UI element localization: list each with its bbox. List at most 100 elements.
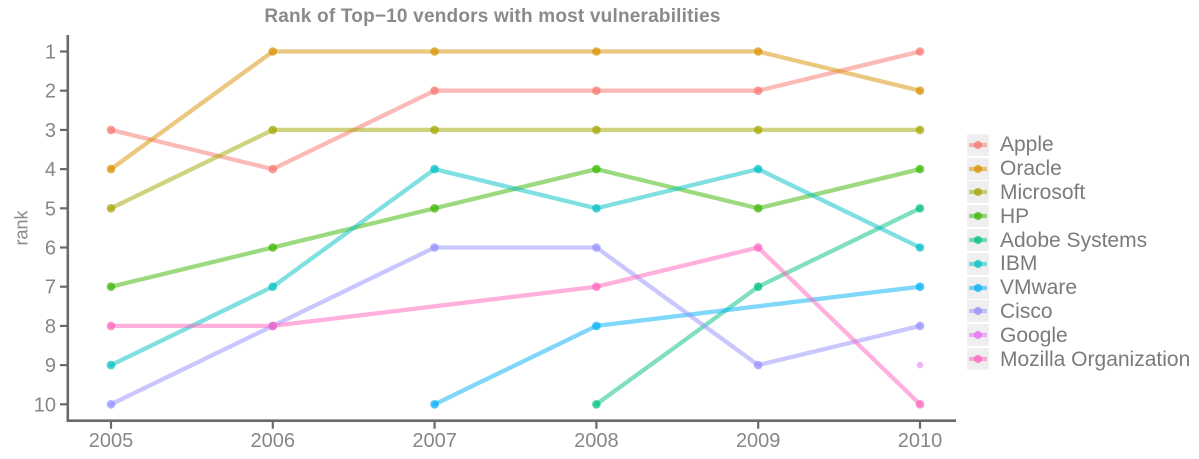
data-point xyxy=(592,47,601,56)
series-line-apple xyxy=(108,49,923,172)
data-point xyxy=(753,164,763,174)
data-point xyxy=(430,47,439,56)
x-tick-label: 2006 xyxy=(251,430,296,452)
data-point xyxy=(268,164,278,174)
data-point xyxy=(753,47,763,56)
data-point xyxy=(268,282,278,292)
data-point xyxy=(106,400,116,409)
y-tick-label: 7 xyxy=(45,277,56,299)
data-point xyxy=(915,204,925,213)
series-points-cisco xyxy=(106,243,925,409)
legend-key-icon xyxy=(967,276,989,299)
series-points-microsoft xyxy=(106,125,925,213)
data-point xyxy=(915,86,925,95)
data-point xyxy=(753,204,763,213)
legend-key-icon xyxy=(967,205,989,228)
legend-label: HP xyxy=(1000,204,1030,228)
legend-label: Adobe Systems xyxy=(1000,228,1148,252)
data-point xyxy=(430,204,439,213)
data-point xyxy=(106,125,116,135)
legend-item-microsoft: Microsoft xyxy=(967,181,1190,205)
data-point xyxy=(268,321,278,331)
series-points-google xyxy=(916,361,924,369)
legend-item-hp: HP xyxy=(967,204,1190,228)
data-point xyxy=(592,204,601,213)
legend-key-icon xyxy=(967,300,989,323)
series-points-vmware xyxy=(430,282,925,409)
legend-label: IBM xyxy=(1000,252,1038,276)
data-point xyxy=(592,282,601,292)
x-axis-ticks: 2005 2006 2007 2008 2009 2010 xyxy=(89,420,943,452)
legend-item-cisco: Cisco xyxy=(967,300,1190,324)
series-line-mozilla-organization xyxy=(108,245,923,407)
series-lines xyxy=(108,49,923,407)
legend-key-icon xyxy=(967,133,989,156)
x-tick-label: 2009 xyxy=(736,430,781,452)
legend-item-apple: Apple xyxy=(967,133,1190,157)
y-tick-label: 3 xyxy=(45,120,56,142)
series-line-microsoft xyxy=(108,127,923,211)
data-point xyxy=(915,400,925,409)
x-tick-label: 2007 xyxy=(412,430,457,452)
data-point xyxy=(916,361,924,369)
data-point xyxy=(430,125,439,135)
data-point xyxy=(592,125,601,135)
series-line-ibm xyxy=(108,166,923,368)
legend-label: Google xyxy=(1000,323,1068,347)
data-point xyxy=(592,164,601,174)
legend-item-google: Google xyxy=(967,323,1190,347)
legend-item-mozilla-organization: Mozilla Organization xyxy=(967,347,1190,371)
data-point xyxy=(592,400,601,409)
data-point xyxy=(268,47,278,56)
legend: Apple Oracle Microsoft HP Adobe Systems IBM VM… xyxy=(967,133,1190,371)
series-line-oracle xyxy=(108,49,923,172)
data-point xyxy=(592,321,601,331)
legend-key-icon xyxy=(967,157,989,180)
data-point xyxy=(106,164,116,174)
legend-key-icon xyxy=(967,252,989,275)
x-tick-label: 2010 xyxy=(898,430,943,452)
series-points-hp xyxy=(106,164,925,292)
data-point xyxy=(915,125,925,135)
data-point xyxy=(753,243,763,252)
data-point xyxy=(268,125,278,135)
data-point xyxy=(915,321,925,331)
data-point xyxy=(915,282,925,292)
legend-item-oracle: Oracle xyxy=(967,157,1190,181)
data-point xyxy=(753,86,763,95)
data-point xyxy=(106,204,116,213)
y-axis-ticks: 1 2 3 4 5 6 7 8 9 10 xyxy=(34,42,68,416)
axes xyxy=(66,35,956,423)
legend-label: Cisco xyxy=(1000,299,1053,323)
x-tick-label: 2008 xyxy=(574,430,619,452)
legend-key-icon xyxy=(967,324,989,347)
y-tick-label: 6 xyxy=(45,238,56,260)
data-point xyxy=(106,282,116,292)
y-tick-label: 4 xyxy=(45,159,56,181)
series-points xyxy=(106,47,925,409)
y-tick-label: 8 xyxy=(45,316,56,338)
legend-item-adobe-systems: Adobe Systems xyxy=(967,228,1190,252)
data-point xyxy=(753,282,763,292)
legend-label: Oracle xyxy=(1000,157,1062,181)
data-point xyxy=(430,164,439,174)
chart-title: Rank of Top−10 vendors with most vulnera… xyxy=(264,6,721,27)
y-tick-label: 10 xyxy=(34,394,56,416)
data-point xyxy=(592,86,601,95)
legend-label: Apple xyxy=(1000,133,1054,157)
series-points-apple xyxy=(106,47,925,174)
data-point xyxy=(430,86,439,95)
legend-item-vmware: VMware xyxy=(967,276,1190,300)
x-tick-label: 2005 xyxy=(89,430,134,452)
series-points-ibm xyxy=(106,164,925,370)
y-tick-label: 9 xyxy=(45,355,56,377)
series-points-mozilla-organization xyxy=(106,243,925,409)
y-tick-label: 5 xyxy=(45,198,56,220)
data-point xyxy=(430,400,439,409)
data-point xyxy=(106,321,116,331)
data-point xyxy=(915,243,925,252)
data-point xyxy=(430,243,439,252)
series-points-oracle xyxy=(106,47,925,174)
data-point xyxy=(753,360,763,370)
